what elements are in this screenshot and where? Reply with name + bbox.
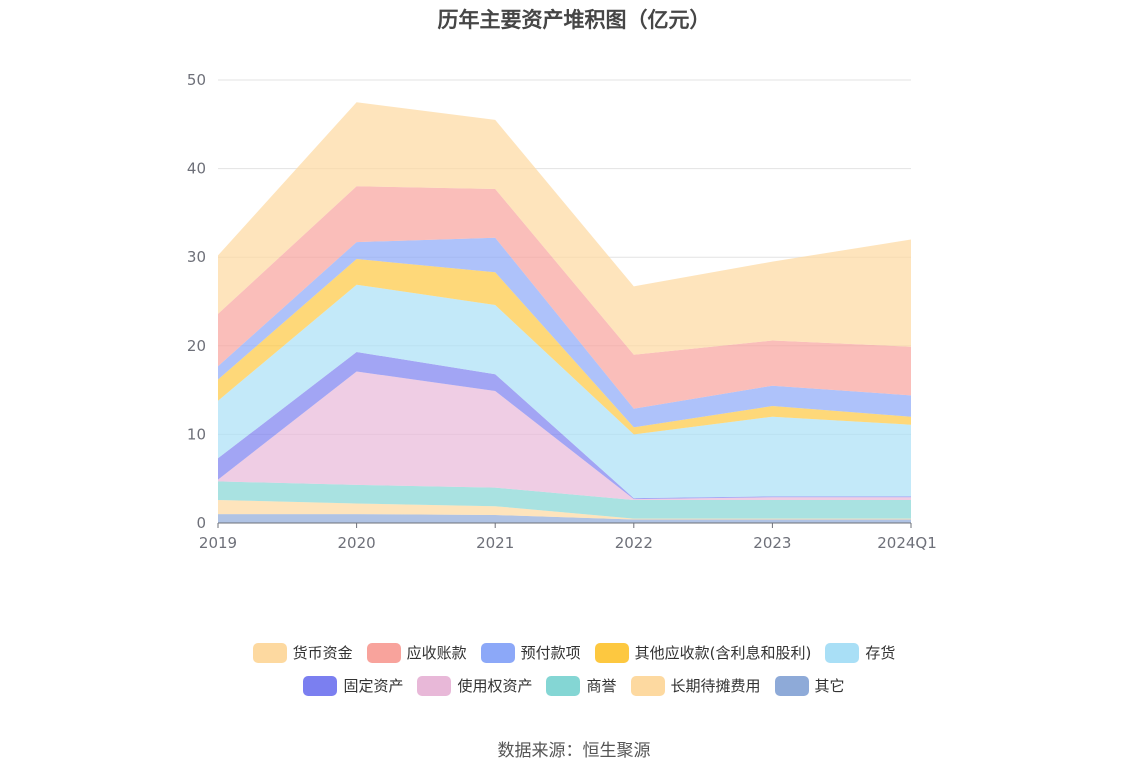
legend: 货币资金 应收账款 预付款项 其他应收款(含利息和股利) 存货固定资产 使用权资产 商誉 长期… xyxy=(0,636,1148,702)
x-tick-label: 2020 xyxy=(338,534,376,552)
legend-item[interactable]: 存货 xyxy=(825,642,895,663)
y-tick-label: 20 xyxy=(187,337,206,355)
legend-item[interactable]: 其他应收款(含利息和股利) xyxy=(594,642,812,663)
x-tick-label: 2021 xyxy=(476,534,514,552)
legend-item[interactable]: 应收账款 xyxy=(366,642,467,663)
legend-item[interactable]: 其它 xyxy=(774,675,845,696)
legend-label: 固定资产 xyxy=(343,677,404,695)
x-tick-label: 2022 xyxy=(615,534,653,552)
series-area-6 xyxy=(218,259,911,435)
y-tick-label: 30 xyxy=(187,248,206,266)
legend-swatch xyxy=(252,642,287,663)
legend-swatch xyxy=(303,675,338,696)
legend-swatch xyxy=(774,675,809,696)
legend-swatch xyxy=(630,675,665,696)
y-tick-label: 0 xyxy=(196,514,206,532)
series-area-1 xyxy=(218,500,911,520)
legend-item[interactable]: 使用权资产 xyxy=(417,675,532,696)
legend-item[interactable]: 货币资金 xyxy=(252,642,353,663)
legend-swatch xyxy=(366,642,401,663)
y-tick-label: 10 xyxy=(187,425,206,443)
series-area-9 xyxy=(218,102,911,355)
x-tick-label: 2023 xyxy=(753,534,791,552)
legend-label: 其他应收款(含利息和股利) xyxy=(634,644,812,662)
series-area-0 xyxy=(218,514,911,523)
legend-swatch xyxy=(594,642,629,663)
legend-row: 货币资金 应收账款 预付款项 其他应收款(含利息和股利) 存货 xyxy=(0,636,1148,669)
legend-label: 长期待摊费用 xyxy=(670,677,761,695)
legend-label: 货币资金 xyxy=(292,644,353,662)
series-area-3 xyxy=(218,371,911,500)
legend-label: 使用权资产 xyxy=(457,677,533,695)
legend-item[interactable]: 固定资产 xyxy=(303,675,403,696)
legend-label: 存货 xyxy=(865,644,896,662)
legend-item[interactable]: 商誉 xyxy=(546,675,617,696)
legend-item[interactable]: 长期待摊费用 xyxy=(630,675,761,696)
x-tick-label: 2024Q1 xyxy=(877,534,937,552)
legend-label: 应收账款 xyxy=(406,644,467,662)
y-tick-label: 40 xyxy=(187,160,206,178)
legend-swatch xyxy=(825,642,860,663)
chart-plot: 0 10 20 30 40 50 2019 2020 2021 2022 2023 2024Q1 xyxy=(187,71,937,552)
source-note: 数据来源：恒生聚源 xyxy=(497,741,651,761)
legend-row: 固定资产 使用权资产 商誉 长期待摊费用 其它 xyxy=(0,669,1148,702)
y-tick-label: 50 xyxy=(187,71,206,89)
chart-title: 历年主要资产堆积图（亿元） xyxy=(437,8,711,32)
series-area-7 xyxy=(218,237,911,428)
series-area-2 xyxy=(218,481,911,519)
legend-swatch xyxy=(417,675,452,696)
series-area-8 xyxy=(218,186,911,409)
series-area-5 xyxy=(218,284,911,499)
legend-item[interactable]: 预付款项 xyxy=(480,642,581,663)
legend-swatch xyxy=(546,675,581,696)
legend-label: 其它 xyxy=(814,677,845,695)
legend-swatch xyxy=(480,642,515,663)
x-tick-label: 2019 xyxy=(199,534,237,552)
legend-label: 预付款项 xyxy=(520,644,581,662)
legend-label: 商誉 xyxy=(586,677,617,695)
